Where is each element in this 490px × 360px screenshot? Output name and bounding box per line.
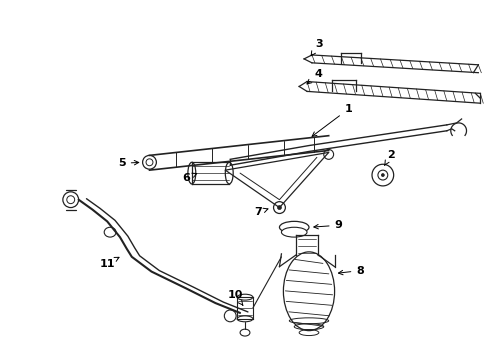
Ellipse shape [237, 294, 253, 300]
Text: 2: 2 [385, 150, 394, 166]
Ellipse shape [237, 316, 253, 322]
Circle shape [277, 206, 281, 210]
Text: 6: 6 [182, 173, 197, 183]
Circle shape [67, 196, 74, 204]
Text: 11: 11 [99, 257, 119, 269]
Circle shape [372, 164, 393, 186]
Text: 1: 1 [312, 104, 352, 136]
Ellipse shape [104, 227, 116, 237]
Circle shape [324, 149, 334, 159]
Text: 4: 4 [307, 69, 323, 84]
Circle shape [378, 170, 388, 180]
Ellipse shape [279, 221, 309, 233]
Text: 5: 5 [118, 158, 139, 168]
Circle shape [381, 174, 384, 176]
Circle shape [63, 192, 78, 208]
Ellipse shape [240, 329, 250, 336]
Text: 8: 8 [339, 266, 364, 276]
Text: 3: 3 [311, 39, 322, 56]
Circle shape [273, 202, 285, 213]
Circle shape [274, 203, 284, 212]
Text: 10: 10 [227, 290, 243, 305]
Ellipse shape [281, 227, 307, 237]
Ellipse shape [283, 252, 335, 330]
Text: 9: 9 [314, 220, 343, 230]
Circle shape [224, 310, 236, 322]
Text: 7: 7 [254, 207, 268, 217]
Ellipse shape [188, 162, 196, 184]
